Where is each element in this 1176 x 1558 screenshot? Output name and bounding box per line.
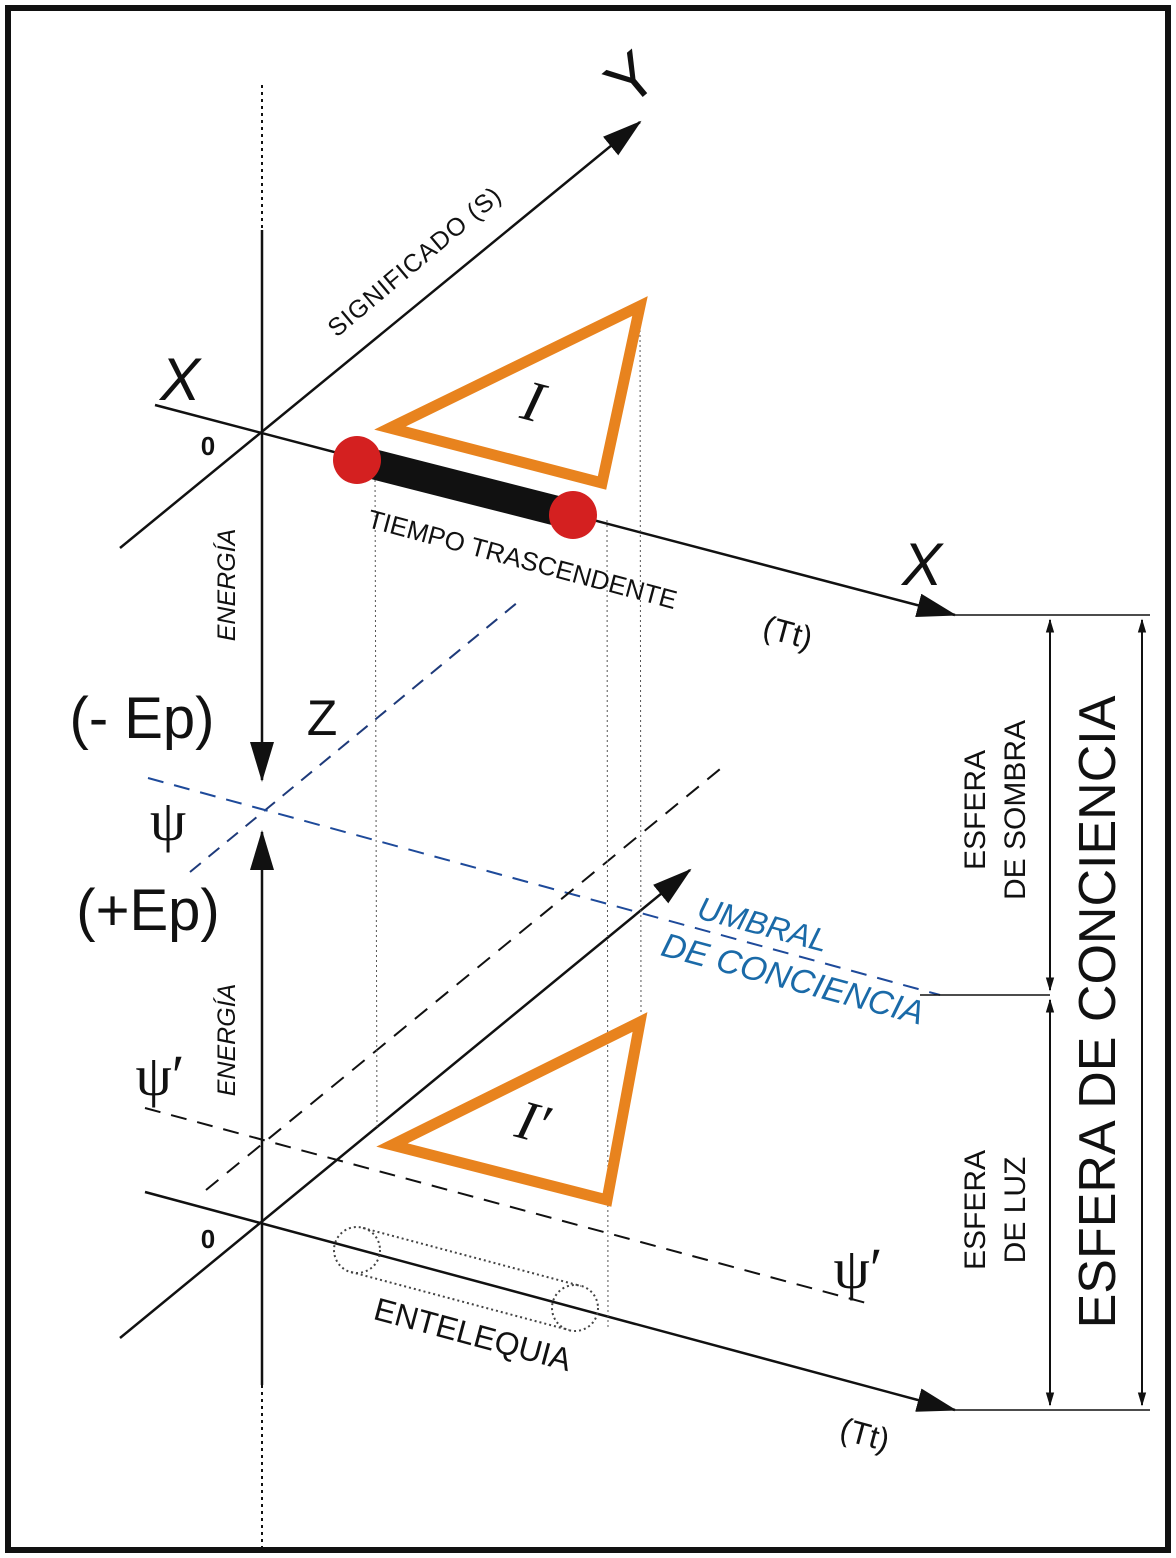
psi-prime-left-label: ψ′ (136, 1043, 185, 1108)
projection-line-1 (374, 464, 378, 1131)
time-segment-start-dot (333, 436, 381, 484)
time-segment-bar (353, 445, 577, 530)
plus-ep-label: (+Ep) (76, 878, 219, 943)
origin-bottom-label: 0 (201, 1224, 215, 1254)
triangle-i-label: I (514, 367, 553, 436)
tt-upper-label: (Tt) (759, 609, 816, 657)
entelequia-capsule (333, 1226, 599, 1332)
triangle-i-prime (376, 1012, 648, 1207)
significado-axis (119, 120, 642, 549)
tiempo-trascendente-label: TIEMPO TRASCENDENTE (364, 504, 680, 615)
significado-label: SIGNIFICADO (S) (322, 181, 507, 342)
z-label: Z (307, 690, 338, 746)
psi-prime-right-label: ψ′ (834, 1236, 883, 1301)
esfera-sombra-line2: DE SOMBRA (999, 720, 1032, 900)
significado-axis-lower (119, 868, 692, 1339)
esfera-sombra-line1: ESFERA (959, 750, 992, 870)
triangle-i-prime-label: I′ (509, 1088, 557, 1156)
diagram-frame (5, 5, 1171, 1553)
time-axis-lower (144, 1190, 957, 1412)
energia-bottom-label: ENERGÍA (212, 984, 241, 1097)
esfera-luz-line1: ESFERA (959, 1150, 992, 1270)
axis-y-label: Y (591, 37, 670, 120)
projection-line-2 (606, 519, 609, 1331)
triangle-i (374, 296, 648, 490)
energia-top-label: ENERGÍA (212, 529, 241, 642)
z-axis-dashed (189, 601, 519, 873)
axis-x-left-label: X (158, 346, 202, 413)
minus-ep-label: (- Ep) (70, 686, 215, 751)
dashed-diagonal (205, 764, 726, 1191)
esfera-conciencia-label: ESFERA DE CONCIENCIA (1069, 695, 1127, 1328)
axis-x-right-label: X (900, 531, 944, 598)
psi-label: ψ (150, 788, 186, 853)
esfera-luz-line2: DE LUZ (999, 1157, 1032, 1264)
projection-line-3 (639, 304, 642, 1016)
origin-top-label: 0 (201, 431, 215, 461)
time-segment-end-dot (549, 491, 597, 539)
psi-prime-line (144, 1107, 871, 1305)
tt-lower-label: (Tt) (836, 1411, 893, 1459)
umbral-line (147, 777, 941, 996)
